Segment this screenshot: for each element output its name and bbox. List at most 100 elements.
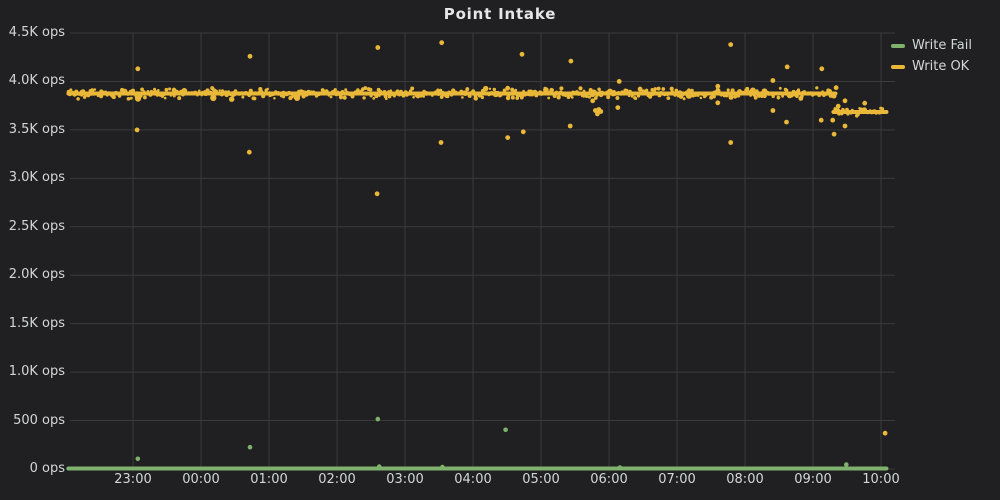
data-point xyxy=(775,91,779,95)
data-point xyxy=(778,86,782,90)
data-point xyxy=(796,88,801,92)
data-point xyxy=(497,92,501,95)
data-point xyxy=(613,93,617,97)
write-fail-series-swatch xyxy=(891,43,905,48)
data-point xyxy=(846,112,850,116)
data-point xyxy=(749,87,756,94)
data-point xyxy=(566,93,569,96)
data-point xyxy=(473,96,478,101)
data-point xyxy=(776,95,781,100)
data-point xyxy=(520,129,526,135)
data-point xyxy=(488,87,492,91)
x-axis-label: 23:00 xyxy=(114,472,152,487)
data-point xyxy=(379,89,383,93)
data-point xyxy=(266,87,269,91)
data-point xyxy=(728,42,734,47)
data-point xyxy=(828,93,833,98)
data-point xyxy=(382,89,387,95)
data-point xyxy=(196,94,199,97)
data-point xyxy=(830,117,836,123)
data-point xyxy=(547,96,551,100)
data-point xyxy=(831,131,837,137)
data-point xyxy=(628,89,632,94)
data-point xyxy=(696,94,700,97)
data-point xyxy=(778,91,782,95)
data-point xyxy=(690,88,694,93)
y-axis-label: 3.5K ops xyxy=(8,121,65,137)
data-point xyxy=(389,89,393,92)
data-point xyxy=(590,98,596,104)
data-point xyxy=(569,93,573,97)
data-point xyxy=(241,95,245,99)
data-point xyxy=(410,86,415,91)
data-point xyxy=(666,96,671,100)
data-point xyxy=(578,86,583,91)
data-point xyxy=(99,94,104,99)
data-point xyxy=(827,88,832,94)
y-axis-label: 2.0K ops xyxy=(8,267,65,283)
data-point xyxy=(375,416,381,422)
data-point xyxy=(728,94,734,100)
data-point xyxy=(674,88,679,93)
data-point xyxy=(247,92,252,98)
data-point xyxy=(153,90,158,95)
data-point xyxy=(368,87,373,92)
data-point xyxy=(755,89,759,93)
data-point xyxy=(835,103,841,109)
data-point xyxy=(293,92,297,96)
data-point xyxy=(715,100,721,106)
data-point xyxy=(252,96,257,101)
data-point xyxy=(205,88,210,93)
data-point xyxy=(312,91,318,96)
data-point xyxy=(138,94,143,98)
data-point xyxy=(81,89,86,94)
data-point xyxy=(156,88,160,92)
data-point xyxy=(584,94,589,98)
data-point xyxy=(165,92,169,96)
data-point xyxy=(135,66,141,72)
data-point xyxy=(598,109,604,114)
data-point xyxy=(465,87,470,92)
data-point xyxy=(176,91,180,94)
data-point xyxy=(562,91,567,95)
data-point xyxy=(412,95,415,99)
data-point xyxy=(742,90,747,95)
y-axis-label: 0 ops xyxy=(29,461,65,476)
data-point xyxy=(736,94,741,98)
data-point xyxy=(576,92,581,96)
data-point xyxy=(76,97,80,101)
data-point xyxy=(652,90,657,95)
data-point xyxy=(162,92,166,97)
data-point xyxy=(422,95,426,98)
data-point xyxy=(427,92,430,96)
data-point xyxy=(67,92,72,97)
legend-item-write-ok[interactable]: Write OK xyxy=(891,56,972,77)
legend-item-write-fail[interactable]: Write Fail xyxy=(891,35,972,56)
data-point xyxy=(247,444,253,450)
data-point xyxy=(706,91,711,96)
data-point xyxy=(792,92,797,97)
data-point xyxy=(615,96,620,100)
data-point xyxy=(556,95,561,100)
data-point xyxy=(439,40,445,46)
data-point xyxy=(374,191,380,197)
data-point xyxy=(468,95,472,98)
chart-title: Point Intake xyxy=(443,5,557,23)
data-point xyxy=(146,90,150,93)
data-point xyxy=(730,92,734,96)
data-point xyxy=(522,89,525,93)
data-point xyxy=(753,95,758,100)
x-axis-label: 07:00 xyxy=(658,472,696,487)
data-point xyxy=(586,92,590,95)
data-point xyxy=(821,90,824,93)
data-point xyxy=(228,96,235,102)
x-axis-label: 01:00 xyxy=(250,472,288,487)
data-point xyxy=(770,108,776,113)
data-point xyxy=(344,88,348,92)
data-point xyxy=(771,91,775,95)
data-point xyxy=(327,94,331,97)
data-point xyxy=(131,88,135,93)
data-point xyxy=(819,92,823,95)
data-point xyxy=(197,89,201,93)
